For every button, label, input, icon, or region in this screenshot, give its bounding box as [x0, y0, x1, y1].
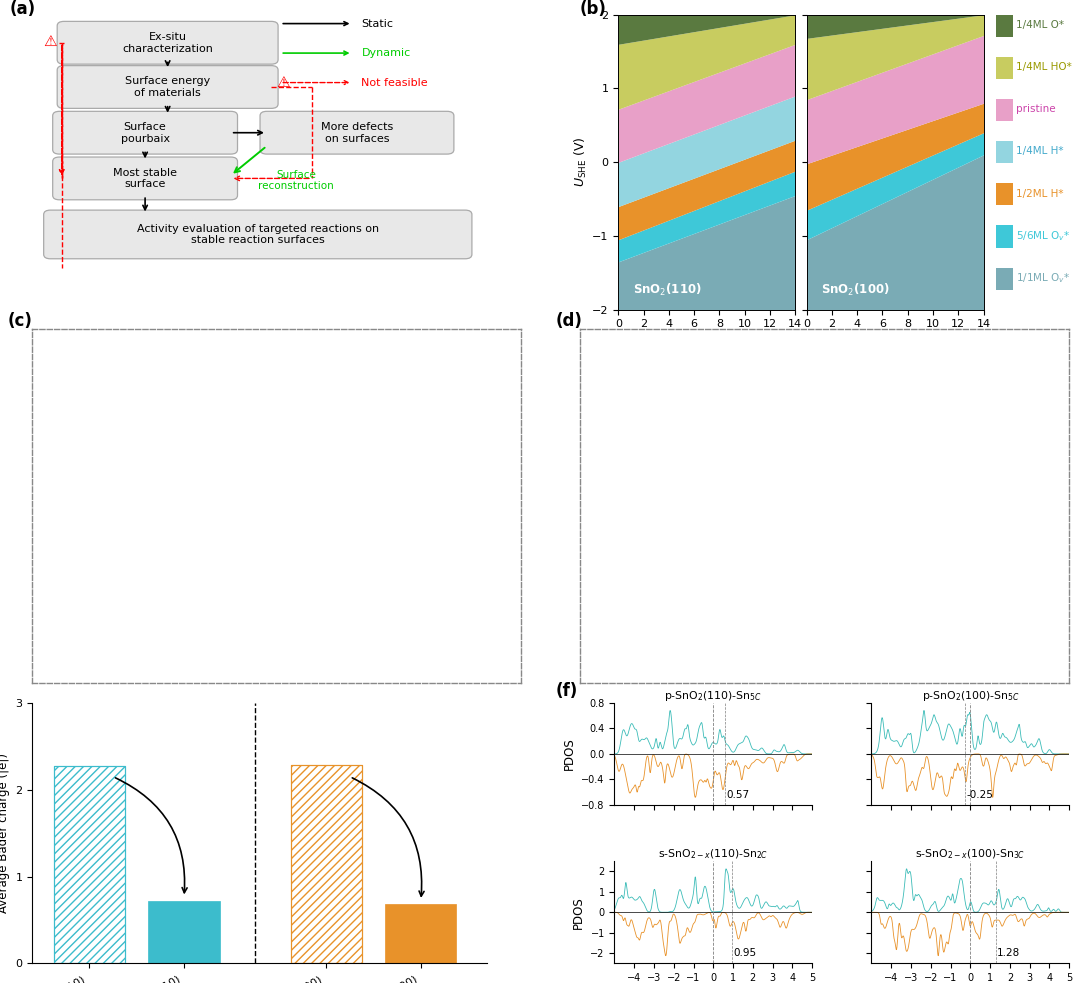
- Title: p-SnO$_2$(100)-Sn$_{5C}$: p-SnO$_2$(100)-Sn$_{5C}$: [921, 689, 1020, 703]
- FancyBboxPatch shape: [260, 111, 454, 154]
- Bar: [54, 766, 125, 963]
- Y-axis label: PDOS: PDOS: [571, 896, 584, 929]
- Text: More defects
on surfaces: More defects on surfaces: [321, 122, 393, 144]
- Text: 1/4ML H*: 1/4ML H*: [1015, 146, 1063, 156]
- Text: 1/4ML O*: 1/4ML O*: [1015, 20, 1064, 30]
- X-axis label: pH: pH: [698, 335, 715, 348]
- Text: Not feasible: Not feasible: [362, 78, 428, 87]
- FancyBboxPatch shape: [43, 210, 472, 259]
- Text: Most stable
surface: Most stable surface: [113, 168, 177, 189]
- FancyBboxPatch shape: [57, 22, 278, 64]
- Text: Surface energy
of materials: Surface energy of materials: [125, 77, 211, 97]
- Title: s-SnO$_{2-x}$(110)-Sn$_{2C}$: s-SnO$_{2-x}$(110)-Sn$_{2C}$: [658, 847, 769, 861]
- Bar: [54, 766, 125, 963]
- X-axis label: pH: pH: [887, 335, 904, 348]
- Bar: [997, 142, 1013, 163]
- Bar: [386, 904, 457, 963]
- Bar: [997, 57, 1013, 79]
- Bar: [291, 766, 362, 963]
- Bar: [291, 766, 362, 963]
- Text: 1/1ML O$_v$*: 1/1ML O$_v$*: [1015, 271, 1070, 285]
- Bar: [997, 99, 1013, 121]
- Text: Surface
pourbaix: Surface pourbaix: [121, 122, 170, 144]
- Text: 0.57: 0.57: [726, 790, 750, 800]
- Y-axis label: PDOS: PDOS: [563, 737, 576, 771]
- Text: -0.25: -0.25: [967, 790, 994, 800]
- Y-axis label: Average Bader charge (|e|): Average Bader charge (|e|): [0, 753, 10, 913]
- Bar: [997, 225, 1013, 248]
- Text: pristine: pristine: [1015, 104, 1055, 114]
- Bar: [148, 900, 219, 963]
- Text: SnO$_2$(100): SnO$_2$(100): [821, 282, 890, 298]
- FancyBboxPatch shape: [57, 66, 278, 108]
- Text: Static: Static: [362, 19, 393, 29]
- Text: ⚠: ⚠: [275, 75, 289, 90]
- Text: Surface
reconstruction: Surface reconstruction: [258, 169, 334, 191]
- Text: SnO$_2$(110): SnO$_2$(110): [633, 282, 701, 298]
- Title: p-SnO$_2$(110)-Sn$_{5C}$: p-SnO$_2$(110)-Sn$_{5C}$: [664, 689, 762, 703]
- Text: 1.28: 1.28: [997, 949, 1021, 958]
- Text: 1/2ML H*: 1/2ML H*: [1015, 189, 1063, 199]
- Text: 5/6ML O$_v$*: 5/6ML O$_v$*: [1015, 229, 1070, 243]
- Text: (f): (f): [555, 682, 578, 701]
- Bar: [997, 267, 1013, 290]
- Text: Ex-situ
characterization: Ex-situ characterization: [122, 32, 213, 53]
- Text: ⚠: ⚠: [43, 33, 57, 49]
- FancyBboxPatch shape: [53, 157, 238, 200]
- Text: Activity evaluation of targeted reactions on
stable reaction surfaces: Activity evaluation of targeted reaction…: [137, 224, 379, 245]
- Text: (c): (c): [8, 312, 32, 329]
- Text: Dynamic: Dynamic: [362, 48, 410, 58]
- Text: (d): (d): [556, 312, 582, 329]
- Y-axis label: $U_{\rm SHE}$ (V): $U_{\rm SHE}$ (V): [573, 137, 590, 188]
- Text: 1/4ML HO*: 1/4ML HO*: [1015, 62, 1071, 72]
- Text: 0.95: 0.95: [733, 949, 757, 958]
- Text: (a): (a): [10, 0, 36, 18]
- Title: s-SnO$_{2-x}$(100)-Sn$_{3C}$: s-SnO$_{2-x}$(100)-Sn$_{3C}$: [915, 847, 1026, 861]
- Bar: [997, 183, 1013, 205]
- Text: (b): (b): [580, 0, 606, 18]
- FancyBboxPatch shape: [53, 111, 238, 154]
- Bar: [997, 15, 1013, 36]
